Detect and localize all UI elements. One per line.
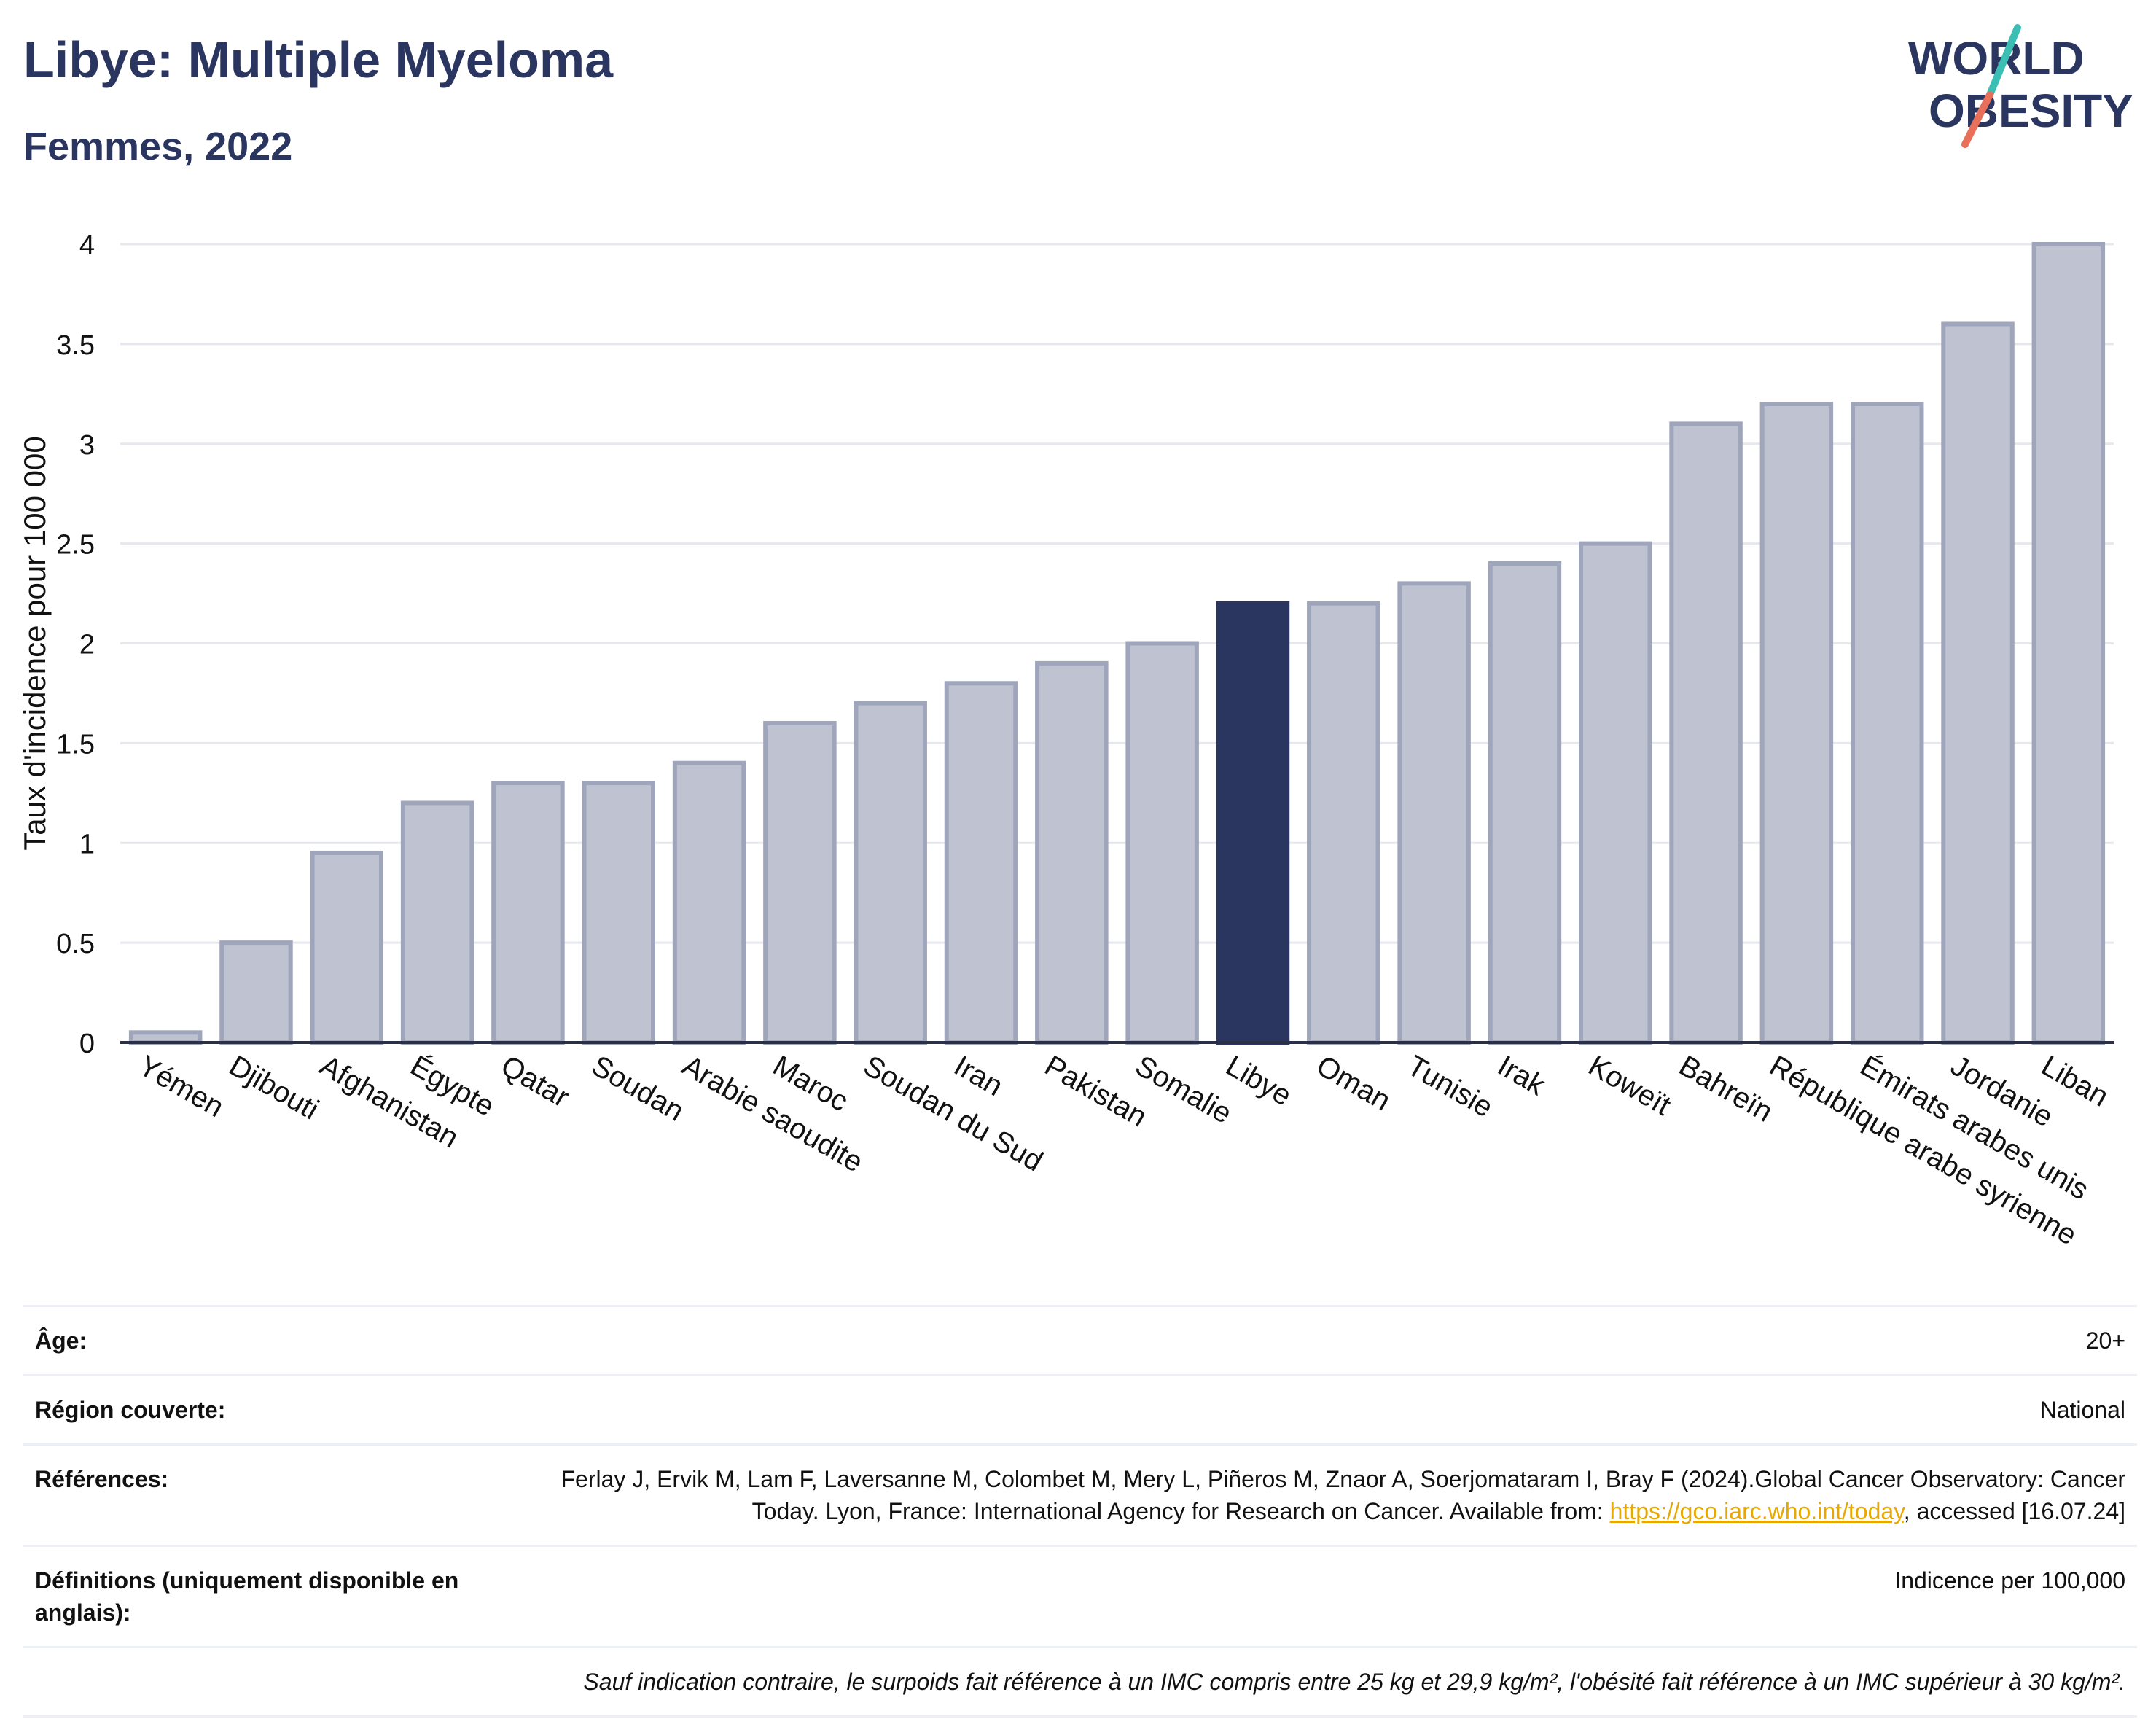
bar <box>582 781 655 1045</box>
bar <box>672 760 746 1045</box>
bar <box>1669 421 1743 1045</box>
bar-chart: 00.511.522.533.54YémenDjiboutiAfghanista… <box>17 230 2114 1252</box>
x-tick-label: Bahreïn <box>1673 1050 1778 1128</box>
references-text-2: , accessed [16.07.24] <box>1903 1498 2125 1524</box>
region-label: Région couverte: <box>35 1397 226 1423</box>
references-link[interactable]: https://gco.iarc.who.int/today <box>1609 1498 1904 1524</box>
world-obesity-logo: WORLD OBESITY <box>1908 24 2133 148</box>
age-label: Âge: <box>35 1327 87 1354</box>
x-tick-label: Iran <box>949 1050 1009 1103</box>
x-tick-label: Djibouti <box>224 1050 324 1126</box>
y-tick-label: 3.5 <box>56 330 95 361</box>
bars <box>128 242 2106 1045</box>
bar <box>219 940 293 1045</box>
bar <box>2031 242 2106 1045</box>
bar <box>1216 601 1290 1045</box>
x-tick-label: Soudan <box>586 1050 689 1128</box>
x-tick-label: Tunisie <box>1402 1050 1498 1124</box>
x-tick-label: Oman <box>1311 1050 1396 1118</box>
logo-slash-coral <box>1961 91 1993 148</box>
bar <box>128 1030 203 1045</box>
y-tick-label: 2.5 <box>56 530 95 561</box>
bar <box>1035 660 1109 1045</box>
definitions-value: Indicence per 100,000 <box>1894 1567 2125 1594</box>
bar <box>1307 601 1380 1045</box>
y-tick-label: 0 <box>79 1029 95 1059</box>
y-axis-label: Taux d'incidence pour 100 000 <box>17 436 52 850</box>
info-row-age: Âge: 20+ <box>23 1305 2137 1374</box>
info-row-region: Région couverte: National <box>23 1374 2137 1443</box>
definitions-label: Définitions (uniquement disponible en an… <box>35 1567 459 1626</box>
x-tick-label: Koweït <box>1583 1050 1676 1122</box>
y-tick-label: 4 <box>79 230 95 261</box>
bar <box>763 721 837 1045</box>
bar <box>1397 581 1471 1045</box>
bar <box>491 781 565 1045</box>
bar <box>1850 402 1924 1045</box>
references-text-1: Ferlay J, Ervik M, Lam F, Laversanne M, … <box>561 1466 2125 1524</box>
info-row-definitions: Définitions (uniquement disponible en an… <box>23 1545 2137 1646</box>
bar <box>1488 561 1562 1045</box>
bar <box>944 681 1018 1045</box>
logo-line-2: OBESITY <box>1929 85 2133 137</box>
y-tick-label: 2 <box>79 630 95 660</box>
references-value: Ferlay J, Ervik M, Lam F, Laversanne M, … <box>558 1463 2125 1527</box>
bar <box>854 701 927 1045</box>
y-tick-label: 1 <box>79 829 95 859</box>
bar <box>1579 541 1652 1045</box>
chart-subtitle: Femmes, 2022 <box>23 125 293 168</box>
bar <box>400 800 474 1045</box>
footnote: Sauf indication contraire, le surpoids f… <box>583 1669 2125 1695</box>
bar <box>1759 402 1834 1045</box>
x-tick-label: Pakistan <box>1039 1050 1152 1134</box>
region-value: National <box>2039 1397 2125 1423</box>
chart-title: Libye: Multiple Myeloma <box>23 31 613 88</box>
y-tick-label: 0.5 <box>56 929 95 959</box>
x-tick-label: Somalie <box>1130 1050 1237 1130</box>
info-row-footnote: Sauf indication contraire, le surpoids f… <box>23 1646 2137 1718</box>
references-label: Références: <box>35 1466 169 1492</box>
y-tick-label: 1.5 <box>56 729 95 760</box>
x-tick-label: Qatar <box>496 1050 575 1114</box>
x-tick-label: Irak <box>1492 1050 1551 1102</box>
logo-slash-teal <box>1986 24 2021 98</box>
info-table: Âge: 20+ Région couverte: National Référ… <box>23 1305 2137 1718</box>
x-tick-label: Yémen <box>133 1050 230 1123</box>
bar <box>310 850 384 1045</box>
info-row-references: Références: Ferlay J, Ervik M, Lam F, La… <box>23 1443 2137 1545</box>
bar <box>1125 641 1199 1045</box>
bar <box>1941 321 2015 1045</box>
age-value: 20+ <box>2085 1327 2125 1354</box>
y-tick-label: 3 <box>79 430 95 461</box>
